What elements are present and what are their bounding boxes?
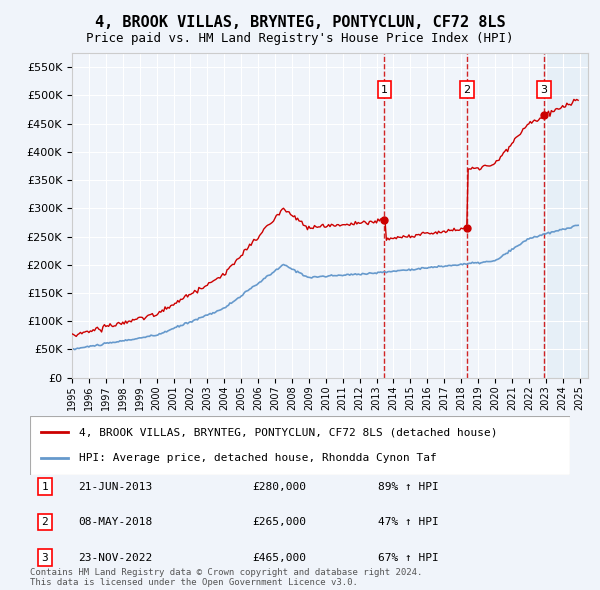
- Text: Contains HM Land Registry data © Crown copyright and database right 2024.
This d: Contains HM Land Registry data © Crown c…: [30, 568, 422, 587]
- Text: 47% ↑ HPI: 47% ↑ HPI: [378, 517, 439, 527]
- Text: 2: 2: [41, 517, 49, 527]
- Text: 3: 3: [41, 553, 49, 562]
- Text: £265,000: £265,000: [252, 517, 306, 527]
- Text: 3: 3: [541, 85, 548, 95]
- Text: £465,000: £465,000: [252, 553, 306, 562]
- Bar: [544, 53, 588, 378]
- Text: 1: 1: [41, 482, 49, 491]
- Text: 67% ↑ HPI: 67% ↑ HPI: [378, 553, 439, 562]
- Text: 08-MAY-2018: 08-MAY-2018: [78, 517, 152, 527]
- Text: 23-NOV-2022: 23-NOV-2022: [78, 553, 152, 562]
- Text: Price paid vs. HM Land Registry's House Price Index (HPI): Price paid vs. HM Land Registry's House …: [86, 32, 514, 45]
- Text: 89% ↑ HPI: 89% ↑ HPI: [378, 482, 439, 491]
- Text: HPI: Average price, detached house, Rhondda Cynon Taf: HPI: Average price, detached house, Rhon…: [79, 454, 436, 463]
- Text: £280,000: £280,000: [252, 482, 306, 491]
- Text: 2: 2: [463, 85, 470, 95]
- Text: 1: 1: [381, 85, 388, 95]
- Text: 4, BROOK VILLAS, BRYNTEG, PONTYCLUN, CF72 8LS: 4, BROOK VILLAS, BRYNTEG, PONTYCLUN, CF7…: [95, 15, 505, 30]
- Text: 4, BROOK VILLAS, BRYNTEG, PONTYCLUN, CF72 8LS (detached house): 4, BROOK VILLAS, BRYNTEG, PONTYCLUN, CF7…: [79, 428, 497, 437]
- Text: 21-JUN-2013: 21-JUN-2013: [78, 482, 152, 491]
